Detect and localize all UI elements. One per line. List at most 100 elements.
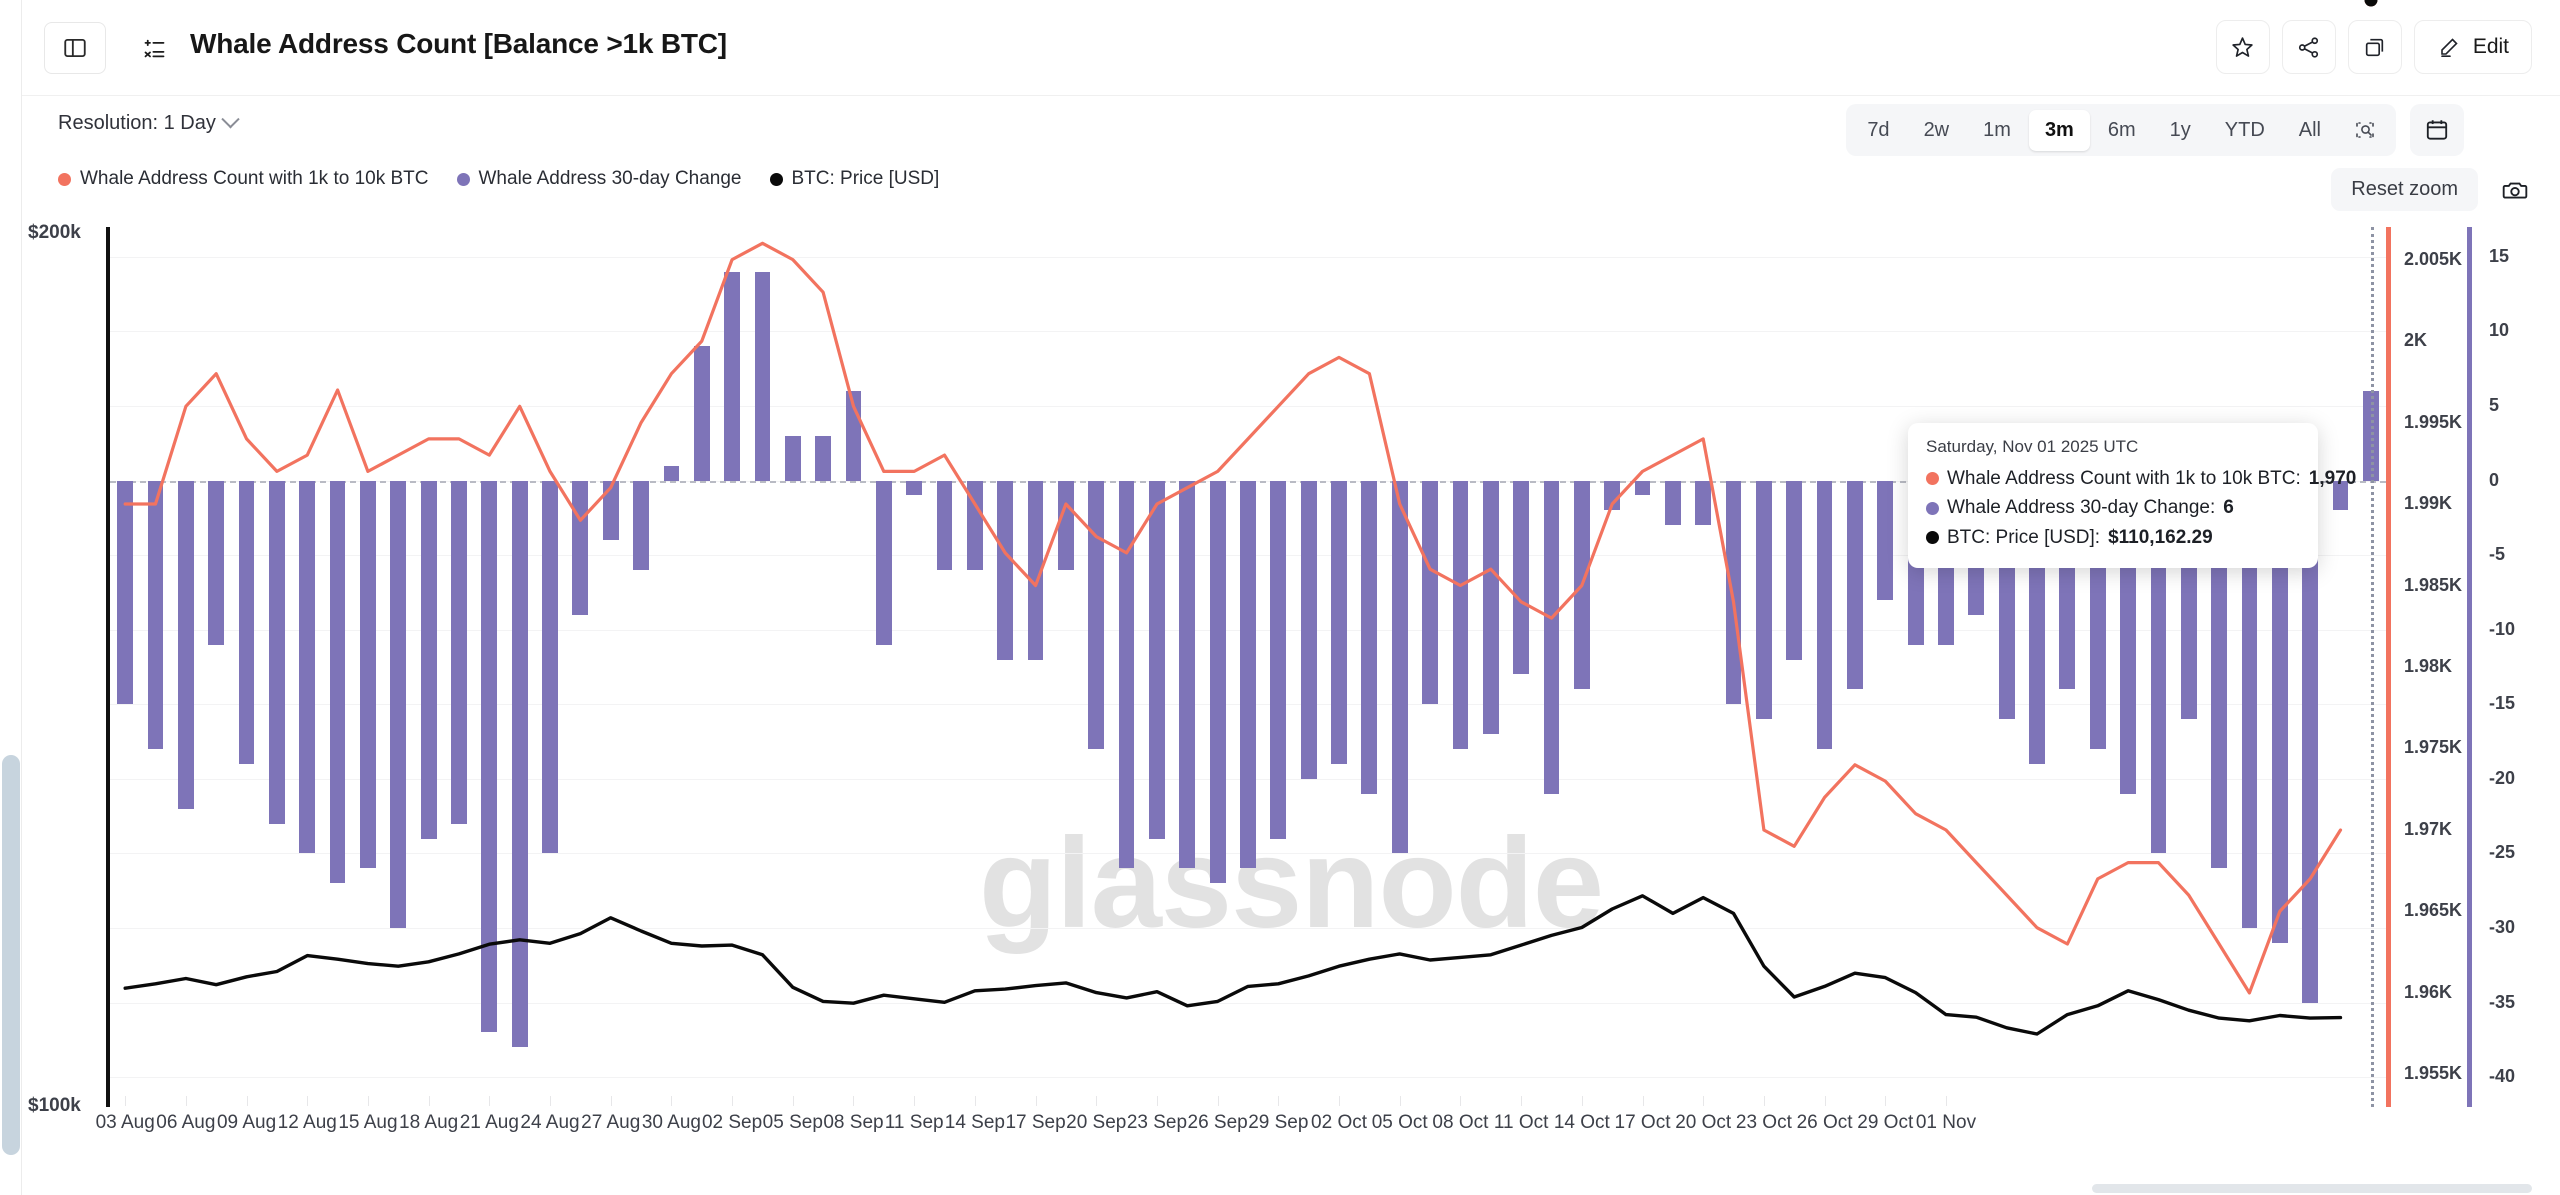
range-2w[interactable]: 2w bbox=[1923, 118, 1950, 141]
x-tick-mark bbox=[1460, 1096, 1462, 1106]
resolution-selector[interactable]: Resolution: 1 Day bbox=[58, 110, 240, 135]
favorite-button[interactable] bbox=[2215, 20, 2270, 74]
chart-bar[interactable] bbox=[875, 480, 892, 645]
chart-bar[interactable] bbox=[966, 480, 983, 571]
horizontal-scrollbar-thumb[interactable] bbox=[2092, 1184, 2532, 1193]
chart-bar[interactable] bbox=[117, 480, 134, 705]
chart-bar[interactable] bbox=[572, 480, 589, 615]
chart-bar[interactable] bbox=[1209, 480, 1226, 884]
chart-bar[interactable] bbox=[1786, 480, 1803, 660]
duplicate-button[interactable] bbox=[2347, 20, 2402, 74]
chart-bar[interactable] bbox=[1847, 480, 1863, 690]
chart-bar[interactable] bbox=[1149, 480, 1165, 839]
left-scrollbar-rail[interactable] bbox=[0, 0, 22, 1195]
legend-item-whale-count[interactable]: Whale Address Count with 1k to 10k BTC bbox=[58, 168, 429, 190]
range-1m[interactable]: 1m bbox=[1983, 118, 2011, 141]
chart-bar[interactable] bbox=[1725, 480, 1742, 705]
chart-bar[interactable] bbox=[1300, 480, 1317, 779]
chart-bar[interactable] bbox=[542, 480, 558, 854]
calendar-icon bbox=[2424, 117, 2450, 143]
chart-bar[interactable] bbox=[936, 480, 953, 571]
chart-bar[interactable] bbox=[784, 435, 801, 481]
x-tick-mark bbox=[732, 1096, 734, 1106]
formula-list-icon bbox=[140, 34, 168, 62]
chart-bar[interactable] bbox=[177, 480, 194, 809]
chart-bar[interactable] bbox=[1816, 480, 1833, 750]
right-count-tick: 1.995K bbox=[2404, 411, 2463, 432]
chart-bar[interactable] bbox=[451, 480, 467, 824]
right-change-tick: -15 bbox=[2489, 693, 2516, 714]
share-button[interactable] bbox=[2281, 20, 2336, 74]
chart-bar[interactable] bbox=[360, 480, 376, 869]
chart-bar[interactable] bbox=[1422, 480, 1438, 705]
chart-bar[interactable] bbox=[1331, 480, 1347, 764]
chart-bar[interactable] bbox=[208, 480, 225, 645]
x-tick-mark bbox=[974, 1096, 976, 1106]
chart-bar[interactable] bbox=[1573, 480, 1590, 690]
chart-bar[interactable] bbox=[147, 480, 164, 750]
chart-bar[interactable] bbox=[1240, 480, 1256, 869]
chart-bar[interactable] bbox=[1452, 480, 1469, 750]
chart-bar[interactable] bbox=[602, 480, 619, 541]
chart-bar[interactable] bbox=[1513, 480, 1529, 675]
chart-bar[interactable] bbox=[2362, 391, 2379, 481]
x-axis-tick-label: 08 Sep bbox=[823, 1112, 884, 1133]
range-7d[interactable]: 7d bbox=[1867, 118, 1890, 141]
chart-bar[interactable] bbox=[663, 465, 680, 481]
chart-bar[interactable] bbox=[1695, 480, 1712, 526]
legend-item-btc-price[interactable]: BTC: Price [USD] bbox=[769, 168, 939, 190]
range-3m[interactable]: 3m bbox=[2028, 109, 2090, 151]
chart-bar[interactable] bbox=[1088, 480, 1105, 750]
chart-bar[interactable] bbox=[1877, 480, 1894, 600]
range-ytd[interactable]: YTD bbox=[2224, 118, 2265, 141]
chart-bar[interactable] bbox=[815, 435, 832, 481]
chart-bar[interactable] bbox=[906, 480, 923, 496]
chart-bar[interactable] bbox=[754, 271, 771, 481]
legend-item-30day-change[interactable]: Whale Address 30-day Change bbox=[456, 168, 742, 190]
x-axis-tick-label: 20 Sep bbox=[1066, 1112, 1127, 1133]
chart-bar[interactable] bbox=[1270, 480, 1287, 839]
chart-bar[interactable] bbox=[1361, 480, 1378, 794]
chart-legend: Whale Address Count with 1k to 10k BTC W… bbox=[58, 168, 939, 190]
chart-bar[interactable] bbox=[1482, 480, 1499, 735]
gridline bbox=[110, 928, 2386, 930]
chart-bar[interactable] bbox=[511, 480, 528, 1048]
chart-bar[interactable] bbox=[1543, 480, 1560, 794]
chart-bar[interactable] bbox=[1756, 480, 1772, 720]
chart-bar[interactable] bbox=[238, 480, 255, 764]
left-scrollbar-thumb[interactable] bbox=[2, 755, 20, 1155]
edit-button[interactable]: Edit bbox=[2413, 20, 2532, 74]
chart-bar[interactable] bbox=[420, 480, 437, 839]
x-tick-mark bbox=[246, 1096, 248, 1106]
chart-bar[interactable] bbox=[1634, 480, 1651, 496]
range-6m[interactable]: 6m bbox=[2107, 118, 2136, 141]
chart-bar[interactable] bbox=[269, 480, 285, 824]
chart-bar[interactable] bbox=[1118, 480, 1135, 869]
chart-bar[interactable] bbox=[481, 480, 498, 1033]
panel-toggle-button[interactable] bbox=[44, 22, 106, 74]
horizontal-scrollbar[interactable] bbox=[22, 1181, 2560, 1195]
range-all[interactable]: All bbox=[2298, 118, 2321, 141]
chart-bar[interactable] bbox=[845, 391, 862, 481]
chart-bar[interactable] bbox=[997, 480, 1014, 660]
chart-toolbar: Resolution: 1 Day 7d 2w 1m 3m 6m 1y YTD … bbox=[22, 96, 2560, 158]
x-axis-tick-label: 02 Sep bbox=[701, 1112, 763, 1133]
chart-bar[interactable] bbox=[724, 271, 740, 481]
chart-bar[interactable] bbox=[693, 346, 710, 481]
chart-bar[interactable] bbox=[1058, 480, 1074, 571]
chart-bar[interactable] bbox=[329, 480, 346, 884]
chart-bar[interactable] bbox=[1179, 480, 1196, 869]
chart-bar[interactable] bbox=[1604, 480, 1621, 511]
range-1y[interactable]: 1y bbox=[2169, 118, 2191, 141]
chart-bar[interactable] bbox=[1664, 480, 1681, 526]
chart-bar[interactable] bbox=[633, 480, 649, 571]
screenshot-button[interactable] bbox=[2498, 173, 2532, 207]
zoom-select-button[interactable] bbox=[2339, 109, 2391, 151]
chart-bar[interactable] bbox=[390, 480, 407, 928]
date-picker-button[interactable] bbox=[2410, 104, 2464, 156]
reset-zoom-button[interactable]: Reset zoom bbox=[2331, 168, 2478, 211]
chart-bar[interactable] bbox=[1391, 480, 1408, 854]
chart-bar[interactable] bbox=[1027, 480, 1044, 660]
chart-bar[interactable] bbox=[299, 480, 316, 854]
x-axis-tick-label: 09 Aug bbox=[216, 1112, 277, 1133]
